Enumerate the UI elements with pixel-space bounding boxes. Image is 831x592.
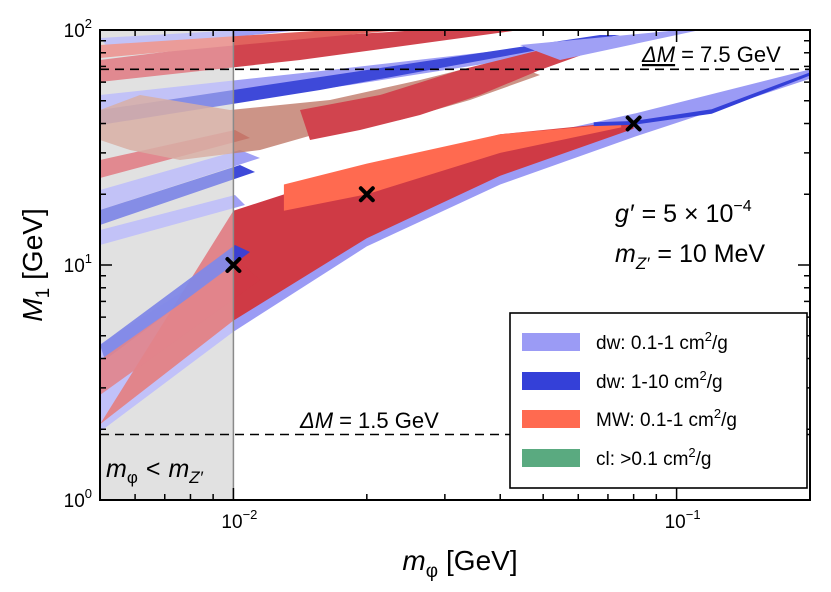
wedge-red-2 (100, 30, 400, 58)
strip-dw-1-10-left (100, 245, 250, 360)
upper-left-wedges (100, 30, 700, 245)
plot-content (100, 30, 810, 500)
y-tick-label-1: 100 (64, 486, 92, 512)
legend-swatch-dw-1-10 (522, 372, 580, 390)
hline-label-7.5: ΔM = 7.5 GeV (641, 42, 781, 67)
legend-label-mw: MW: 0.1-1 cm2/g (596, 406, 737, 431)
axis-ticks (99, 29, 811, 501)
benchmark-marker-2 (625, 115, 642, 132)
benchmark-marker-1 (358, 186, 375, 203)
blob-red-dark (300, 40, 600, 140)
blob-light-right (520, 30, 700, 60)
legend-swatch-cl (522, 449, 580, 467)
y-tick-label-100: 102 (64, 16, 92, 42)
param-coupling: g′ = 5 × 10−4 (615, 198, 752, 228)
legend-swatch-dw-0.1-1 (522, 333, 580, 351)
legend-swatch-mw (522, 410, 580, 428)
legend-label-dw-0.1-1: dw: 0.1-1 cm2/g (596, 329, 728, 354)
x-tick-label-0.1: 10−1 (665, 507, 701, 533)
wedge-blue-1 (100, 35, 620, 125)
legend: dw: 0.1-1 cm2/g dw: 1-10 cm2/g MW: 0.1-1… (509, 312, 808, 489)
band-mw-bright (283, 123, 622, 211)
x-tick-label-0.01: 10−2 (221, 507, 257, 533)
param-mediator-mass: mZ′ = 10 MeV (615, 240, 765, 273)
wedge-blue-2 (100, 165, 255, 225)
legend-label-dw-1-10: dw: 1-10 cm2/g (596, 368, 723, 393)
strip-red-left (100, 262, 260, 395)
excluded-region-overlay (100, 30, 234, 500)
excluded-region-label: mφ < mZ′ (106, 455, 204, 487)
benchmark-markers (225, 115, 642, 273)
wedge-light-4 (100, 195, 245, 245)
x-axis-label: mφ [GeV] (402, 545, 517, 582)
legend-label-cl: cl: >0.1 cm2/g (596, 445, 712, 470)
hline-label-1.5: ΔM = 1.5 GeV (299, 408, 439, 433)
benchmark-marker-0 (225, 257, 242, 273)
y-axis-label: M1[GeV] (17, 208, 54, 322)
y-tick-label-10: 101 (64, 251, 92, 277)
wedge-light-3 (100, 150, 260, 210)
